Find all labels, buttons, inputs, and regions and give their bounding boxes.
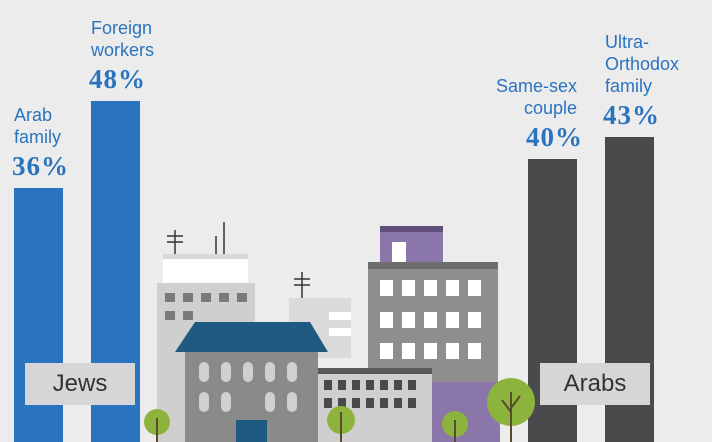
value-label: 36%	[12, 151, 69, 181]
category-label: Same-sex couple	[495, 76, 577, 118]
group-label: Arabs	[540, 363, 650, 405]
value-label: 40%	[526, 122, 583, 152]
group-label: Jews	[25, 363, 135, 405]
value-label: 43%	[603, 100, 660, 131]
category-label: Ultra-Orthodox family	[605, 32, 680, 97]
category-label: Arab family	[14, 105, 62, 147]
category-label: Foreign workers	[91, 18, 155, 60]
value-label: 48%	[89, 64, 146, 94]
